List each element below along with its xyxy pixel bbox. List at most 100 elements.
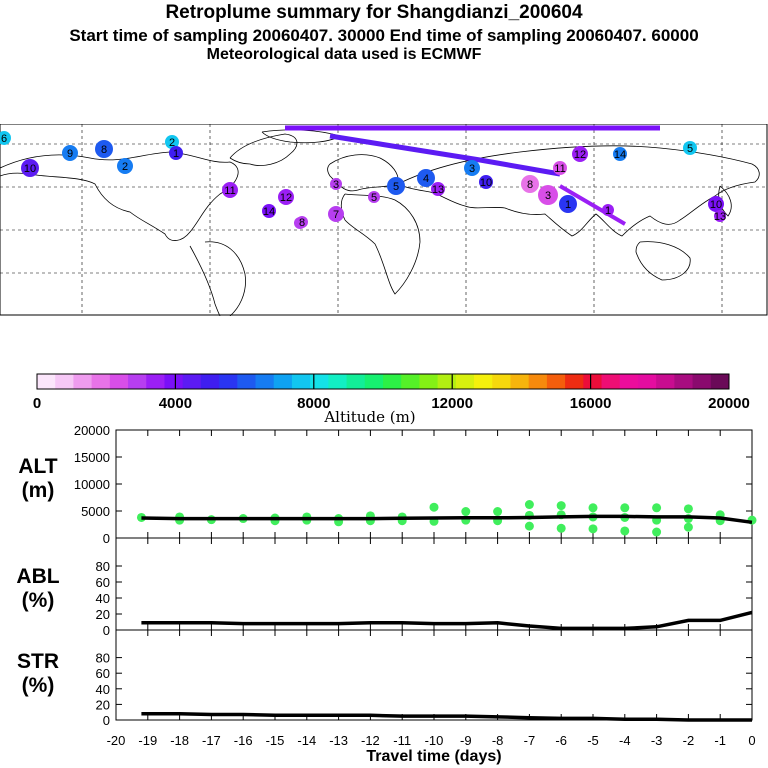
- cluster-dot: [165, 135, 179, 149]
- cluster-number: 8: [299, 217, 305, 229]
- map-cluster-marker: 6: [0, 131, 11, 145]
- cluster-point: [429, 502, 439, 512]
- x-axis-label: Travel time (days): [366, 748, 502, 765]
- x-tick-label: -1: [714, 733, 726, 748]
- x-tick-label: -10: [425, 733, 444, 748]
- map-cluster-marker: 10: [479, 175, 493, 189]
- y-tick-label: 20000: [74, 423, 110, 438]
- colorbar-cell: [164, 374, 184, 389]
- map-cluster-marker: 5: [683, 141, 697, 155]
- colorbar-cell: [546, 374, 566, 389]
- colorbar-cell: [528, 374, 548, 389]
- cluster-number: 6: [1, 133, 7, 145]
- x-tick-label: -18: [170, 733, 189, 748]
- cluster-point: [683, 522, 693, 532]
- cluster-dot: [431, 182, 445, 196]
- x-tick-label: -17: [202, 733, 221, 748]
- colorbar-cell: [237, 374, 257, 389]
- colorbar-cell: [91, 374, 111, 389]
- cluster-number: 10: [480, 177, 492, 189]
- cluster-dot: [464, 160, 480, 176]
- map-cluster-marker: 7: [328, 206, 344, 222]
- cluster-dot: [708, 196, 724, 212]
- colorbar-cell: [455, 374, 475, 389]
- cluster-number: 3: [469, 163, 475, 175]
- map-cluster-marker: 10: [21, 159, 39, 177]
- colorbar-cell: [619, 374, 639, 389]
- colorbar-tick-label: 8000: [297, 395, 330, 408]
- cluster-point: [588, 503, 598, 513]
- cluster-dot: [538, 185, 558, 205]
- x-tick-label: -15: [266, 733, 285, 748]
- cluster-number: 1: [565, 199, 571, 211]
- colorbar-tick-label: 16000: [570, 395, 612, 408]
- cluster-point: [493, 507, 503, 517]
- colorbar-cell: [510, 374, 530, 389]
- cluster-dot: [117, 158, 133, 174]
- x-tick-label: 0: [748, 733, 755, 748]
- cluster-number: 13: [432, 184, 444, 196]
- retroplume-map: 6298101111214378541353108311112145211013…: [0, 124, 768, 316]
- cluster-number: 14: [614, 149, 626, 161]
- colorbar-cell: [583, 374, 603, 389]
- altitude-panel: 20000 15000 10000 5000 0: [74, 423, 757, 546]
- map-cluster-marker: 13: [431, 182, 445, 196]
- colorbar-cell: [364, 374, 384, 389]
- colorbar-cell: [109, 374, 129, 389]
- cluster-dot: [683, 141, 697, 155]
- y-tick-label: 15000: [74, 450, 110, 465]
- map-cluster-marker: 13: [714, 210, 726, 223]
- colorbar-tick-label: 20000: [708, 395, 750, 408]
- x-tick-label: -13: [329, 733, 348, 748]
- colorbar-cell: [474, 374, 493, 389]
- x-tick-label: -8: [492, 733, 504, 748]
- colorbar-cell: [310, 374, 329, 389]
- cluster-dot: [714, 210, 726, 222]
- map-cluster-marker: 2: [165, 135, 179, 149]
- map-coastlines: [0, 129, 760, 316]
- cluster-number: 14: [263, 206, 275, 218]
- abl-frame: [115, 537, 753, 631]
- map-cluster-marker: 1: [559, 195, 577, 213]
- y-tick-label: 80: [96, 651, 110, 666]
- cluster-number: 9: [67, 148, 73, 160]
- x-tick-label: -12: [361, 733, 380, 748]
- map-cluster-marker: 11: [553, 161, 567, 175]
- cluster-dot: [553, 161, 567, 175]
- map-cluster-marker: 11: [222, 182, 238, 198]
- colorbar-title: Altitude (m): [324, 408, 416, 426]
- map-cluster-marker: 9: [62, 145, 78, 161]
- cluster-dot: [521, 175, 539, 193]
- map-cluster-marker: 14: [262, 204, 276, 218]
- x-tick-label: -20: [107, 733, 126, 748]
- cluster-number: 1: [173, 148, 179, 160]
- cluster-point: [652, 503, 662, 513]
- cluster-number: 10: [24, 163, 36, 175]
- colorbar-cell: [328, 374, 348, 389]
- str-frame: [115, 629, 753, 721]
- cluster-dot: [296, 216, 308, 228]
- colorbar-cell: [273, 374, 293, 389]
- map-cluster-marker: 10: [708, 196, 724, 212]
- colorbar-cell: [182, 374, 202, 389]
- cluster-dot: [328, 206, 344, 222]
- cluster-dot: [602, 204, 614, 216]
- x-tick-label: -5: [587, 733, 599, 748]
- y-tick-label: 5000: [81, 504, 110, 519]
- x-tick-label: -19: [138, 733, 157, 748]
- cluster-number: 5: [687, 143, 693, 155]
- map-clusters: 6298101111214378541353108311112145211013…: [0, 131, 726, 230]
- colorbar-cell: [146, 374, 165, 389]
- colorbar-cell: [710, 374, 730, 389]
- time-series-panels: 20000150001000050000806040200806040200-2…: [74, 423, 757, 748]
- cluster-point: [588, 524, 598, 534]
- colorbar-cell: [128, 374, 147, 389]
- cluster-number: 8: [527, 179, 533, 191]
- colorbar-frame: [36, 373, 730, 390]
- cluster-number: 1: [605, 205, 611, 217]
- colorbar-cell: [219, 374, 238, 389]
- colorbar-cell: [437, 374, 457, 389]
- abl-line: [141, 610, 753, 631]
- map-cluster-marker: 3: [464, 160, 480, 176]
